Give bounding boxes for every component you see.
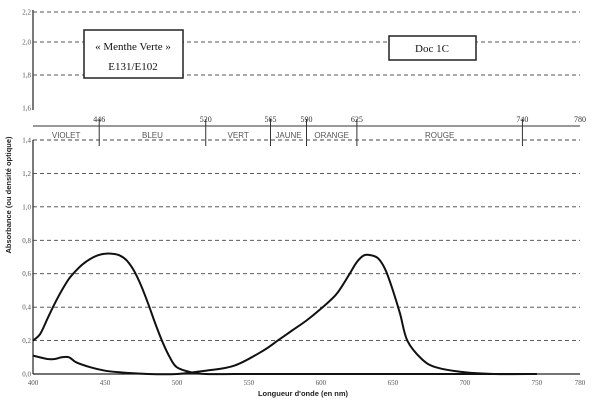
y-tick-label: 0,8 [22,237,31,245]
y-tick-label: 0,2 [22,337,31,345]
color-band-labels: VIOLET BLEU VERT JAUNE ORANGE ROUGE [52,131,454,140]
title-box-frame [83,29,184,79]
wavelength-label: 625 [351,115,363,124]
upper-tick-label: 1,6 [22,105,31,113]
x-axis-label: Longueur d'onde (en nm) [258,389,349,398]
series-curves [32,252,537,376]
upper-tick-label: 2,0 [22,39,31,47]
doc-label-frame [388,35,477,61]
wavelength-label: 446 [93,115,105,124]
x-tick-label: 450 [100,379,111,387]
y-axis-label: Absorbance (ou densité optique) [4,136,13,254]
x-tick-label: 600 [316,379,327,387]
doc-label-text: Doc 1C [415,43,449,55]
wavelength-label: 590 [301,115,313,124]
x-tick-label: 780 [575,379,586,387]
title-box: « Menthe Verte » E131/E102 [83,29,184,79]
x-tick-label: 400 [28,379,39,387]
color-band-label: ROUGE [425,131,454,140]
title-box-line2: E131/E102 [108,61,158,73]
color-band-label: VERT [228,131,249,140]
spectrum-curve-2 [32,253,537,376]
upper-tick-label: 1,8 [22,72,31,80]
wavelength-label: 780 [574,115,586,124]
color-band-strip: 446 520 565 590 625 740 780 VIOLET BLEU VERT JAUN… [33,115,586,146]
wavelength-label: 565 [265,115,277,124]
y-tick-label: 1,2 [22,170,31,178]
x-tick-labels: 400 450 500 550 600 650 700 750 780 [28,379,586,387]
y-tick-label: 1,4 [22,137,31,145]
doc-label-box: Doc 1C [388,35,477,61]
x-tick-label: 500 [172,379,183,387]
y-tick-labels: 0,0 0,2 0,4 0,6 0,8 1,0 1,2 1,4 [22,137,31,379]
title-box-line1: « Menthe Verte » [95,41,171,53]
x-tick-label: 650 [388,379,399,387]
y-tick-label: 0,6 [22,270,31,278]
wavelength-marks: 446 520 565 590 625 740 780 [93,115,586,146]
y-tick-label: 0,4 [22,304,31,312]
upper-tick-label: 2,2 [22,9,31,17]
x-tick-label: 750 [532,379,543,387]
upper-tick-labels: 2,2 2,0 1,8 1,6 [22,9,31,113]
color-band-label: ORANGE [314,131,349,140]
plot-area: 0,0 0,2 0,4 0,6 0,8 1,0 1,2 1,4 400 450 500 550 600… [22,137,586,388]
wavelength-label: 740 [516,115,528,124]
x-tick-label: 550 [244,379,255,387]
y-tick-label: 0,0 [22,371,31,379]
y-tick-label: 1,0 [22,203,31,211]
color-band-label: BLEU [142,131,163,140]
spectrum-curve-1 [32,252,537,376]
wavelength-label: 520 [200,115,212,124]
gridlines [33,139,580,342]
color-band-label: JAUNE [275,131,301,140]
x-tick-label: 700 [460,379,471,387]
color-band-label: VIOLET [52,131,81,140]
